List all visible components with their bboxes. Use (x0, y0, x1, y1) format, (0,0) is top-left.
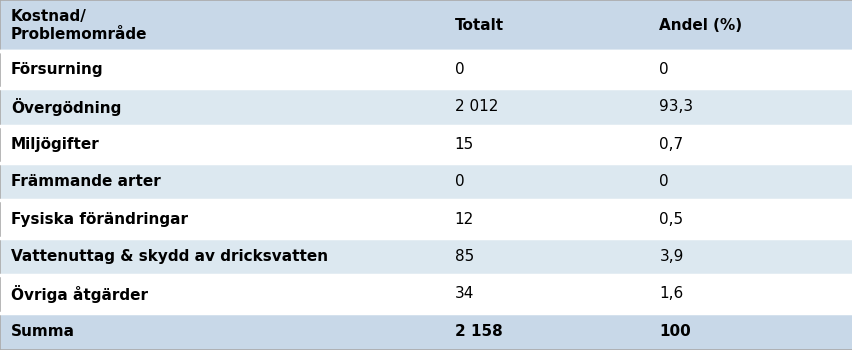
Text: 0,5: 0,5 (659, 212, 682, 226)
Text: 3,9: 3,9 (659, 249, 683, 264)
Bar (443, 126, 648, 163)
Bar (648, 88, 852, 126)
Bar (0, 51, 443, 88)
Text: 2 158: 2 158 (454, 324, 502, 339)
Text: Övriga åtgärder: Övriga åtgärder (11, 285, 148, 303)
Text: 0,7: 0,7 (659, 137, 682, 152)
Bar (648, 126, 852, 163)
Text: 0: 0 (454, 62, 463, 77)
Text: Övergödning: Övergödning (11, 98, 121, 116)
Bar (648, 238, 852, 275)
Bar (443, 238, 648, 275)
Bar (648, 200, 852, 238)
Bar (0, 313, 443, 350)
Bar (648, 0, 852, 51)
Text: Andel (%): Andel (%) (659, 18, 741, 33)
Text: 1,6: 1,6 (659, 286, 682, 301)
Text: 100: 100 (659, 324, 690, 339)
Bar (0, 275, 443, 313)
Bar (0, 163, 443, 200)
Text: 93,3: 93,3 (659, 99, 693, 114)
Text: Kostnad/
Problemområde: Kostnad/ Problemområde (11, 9, 147, 42)
Text: 34: 34 (454, 286, 474, 301)
Text: Fysiska förändringar: Fysiska förändringar (11, 212, 188, 226)
Bar (648, 313, 852, 350)
Text: Främmande arter: Främmande arter (11, 174, 161, 189)
Bar (648, 275, 852, 313)
Text: 85: 85 (454, 249, 474, 264)
Bar (0, 126, 443, 163)
Text: 0: 0 (659, 174, 668, 189)
Bar (443, 200, 648, 238)
Bar (443, 0, 648, 51)
Text: Summa: Summa (11, 324, 75, 339)
Text: Miljögifter: Miljögifter (11, 137, 100, 152)
Bar (443, 275, 648, 313)
Bar (648, 163, 852, 200)
Text: Totalt: Totalt (454, 18, 504, 33)
Bar (443, 51, 648, 88)
Bar (648, 51, 852, 88)
Text: 15: 15 (454, 137, 474, 152)
Bar (0, 200, 443, 238)
Bar (443, 88, 648, 126)
Text: 2 012: 2 012 (454, 99, 498, 114)
Bar (443, 313, 648, 350)
Bar (443, 163, 648, 200)
Text: 0: 0 (454, 174, 463, 189)
Text: Vattenuttag & skydd av dricksvatten: Vattenuttag & skydd av dricksvatten (11, 249, 328, 264)
Bar (0, 238, 443, 275)
Text: 0: 0 (659, 62, 668, 77)
Text: Försurning: Försurning (11, 62, 104, 77)
Bar (0, 88, 443, 126)
Text: 12: 12 (454, 212, 474, 226)
Bar (0, 0, 443, 51)
